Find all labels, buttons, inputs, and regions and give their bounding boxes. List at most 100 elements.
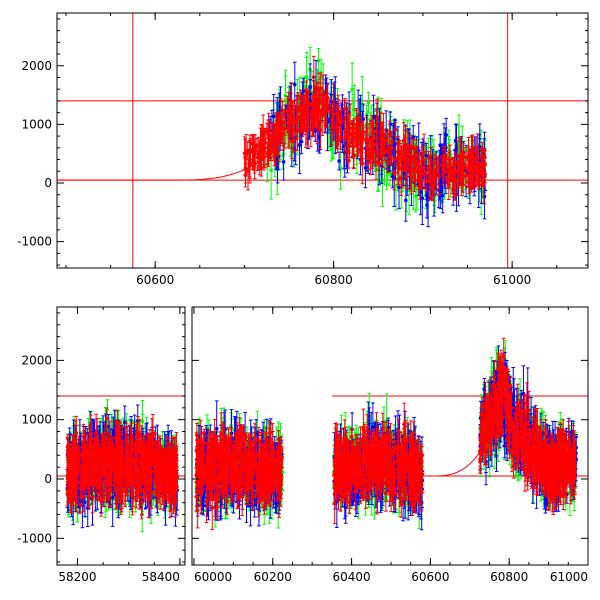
- top-red-point: [392, 171, 397, 176]
- top-ytick-label: -1000: [17, 235, 52, 249]
- top-blue-point: [440, 193, 445, 198]
- top-red-point: [350, 132, 354, 137]
- top-blue-point: [444, 132, 448, 137]
- top-red-point: [317, 101, 322, 106]
- top-red-point: [318, 128, 323, 132]
- top-red-point: [261, 153, 266, 158]
- top-red-point: [248, 149, 253, 154]
- top-red-point: [386, 148, 390, 152]
- top-red-point: [332, 123, 336, 127]
- top-red-point: [408, 172, 413, 177]
- top-red-point: [243, 166, 248, 171]
- top-red-point: [295, 109, 300, 113]
- top-blue-point: [411, 135, 416, 140]
- top-red-point: [309, 112, 314, 117]
- top-red-point: [330, 119, 335, 123]
- top-blue-point: [404, 198, 408, 203]
- top-red-point: [304, 89, 309, 93]
- top-red-point: [292, 138, 296, 143]
- top-red-point: [276, 140, 281, 144]
- top-model-curve: [57, 156, 268, 181]
- top-red-point: [259, 165, 264, 170]
- bottom-left-plot-area: [57, 395, 185, 533]
- top-red-point: [253, 151, 257, 156]
- top-red-point: [459, 158, 464, 163]
- top-blue-point: [281, 159, 286, 164]
- top-green-point: [380, 178, 385, 183]
- top-red-point: [399, 176, 403, 181]
- top-red-point: [309, 126, 313, 131]
- top-green-point: [269, 168, 273, 173]
- top-blue-point: [425, 203, 429, 207]
- top-red-point: [378, 131, 383, 136]
- top-red-point: [329, 125, 334, 130]
- top-red-point: [265, 152, 270, 156]
- top-red-point: [448, 170, 452, 175]
- top-red-point: [420, 152, 425, 157]
- top-red-point: [414, 154, 418, 159]
- top-red-point: [286, 117, 291, 121]
- top-red-point: [258, 146, 263, 151]
- top-blue-point: [397, 185, 401, 190]
- top-red-point: [429, 166, 433, 170]
- top-blue-point: [426, 187, 430, 191]
- bottom-seg1-green-point: [140, 419, 145, 424]
- top-red-point: [467, 174, 471, 179]
- top-blue-point: [363, 165, 368, 170]
- top-red-point: [273, 134, 278, 139]
- top-red-point: [481, 162, 485, 167]
- top-red-point: [375, 115, 380, 120]
- top-red-point: [374, 159, 378, 164]
- top-red-point: [311, 75, 316, 79]
- top-green-point: [281, 153, 285, 158]
- top-red-point: [422, 172, 427, 176]
- top-red-point: [412, 160, 417, 165]
- top-red-point: [260, 139, 265, 144]
- top-red-point: [361, 130, 366, 134]
- top-xtick-label: 60800: [315, 273, 353, 287]
- top-red-point: [256, 151, 261, 156]
- top-red-point: [461, 163, 466, 168]
- top-red-point: [409, 144, 414, 149]
- top-red-point: [346, 130, 351, 134]
- top-red-point: [469, 148, 474, 152]
- top-red-point: [381, 152, 385, 157]
- top-red-point: [343, 135, 347, 139]
- top-red-point: [436, 165, 440, 170]
- top-red-point: [475, 163, 480, 168]
- top-red-point: [432, 175, 437, 180]
- top-red-point: [448, 158, 452, 163]
- top-red-point: [426, 167, 431, 172]
- top-red-point: [279, 133, 284, 137]
- top-red-point: [347, 158, 351, 163]
- top-red-point: [455, 169, 460, 173]
- top-red-point: [364, 138, 368, 143]
- top-axes: -1000 0 1000 2000 60600 60800 61000: [17, 12, 589, 287]
- top-red-point: [271, 138, 276, 142]
- top-red-point: [359, 147, 364, 152]
- top-red-point: [374, 123, 379, 128]
- top-blue-point: [424, 153, 429, 158]
- top-red-point: [301, 123, 306, 127]
- top-red-point: [266, 131, 271, 136]
- top-red-point: [466, 154, 471, 159]
- top-blue-point: [292, 82, 297, 87]
- top-red-point: [312, 95, 317, 100]
- top-red-point: [430, 183, 435, 188]
- top-red-point: [387, 132, 392, 136]
- top-red-point: [451, 165, 455, 170]
- top-red-point: [321, 91, 325, 96]
- top-red-point: [305, 113, 310, 117]
- top-red-point: [315, 125, 319, 130]
- top-red-point: [327, 103, 332, 108]
- top-red-point: [353, 135, 358, 140]
- top-red-point: [342, 118, 347, 122]
- top-green-point: [304, 75, 309, 79]
- top-red-point: [376, 161, 381, 166]
- top-green-point: [338, 166, 343, 170]
- top-red-point: [268, 151, 273, 156]
- top-red-point: [352, 153, 356, 158]
- top-red-point: [322, 111, 327, 116]
- top-blue-point: [297, 143, 302, 147]
- top-red-point: [441, 164, 445, 168]
